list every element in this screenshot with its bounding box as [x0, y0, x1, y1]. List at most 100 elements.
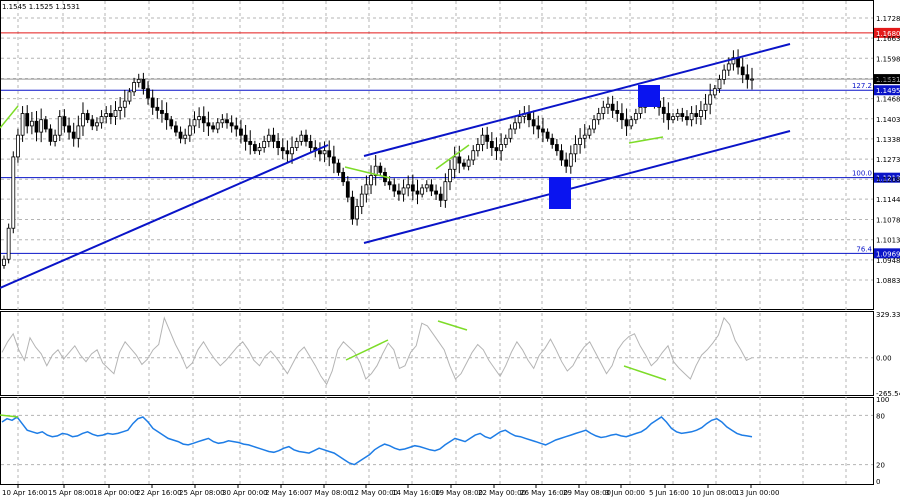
level-price-label: 1.1213 [876, 175, 900, 183]
x-axis-label: 15 Apr 08:00 [48, 489, 94, 497]
candle-body [708, 94, 713, 105]
candle-body [187, 125, 192, 136]
candle-body [322, 150, 327, 155]
ohlc-readout: 1.1545 1.1525 1.1531 [2, 3, 80, 11]
candle-body [53, 134, 58, 142]
oscillator-pane [1, 316, 753, 386]
candle-body [531, 119, 536, 127]
candle-body [271, 134, 276, 142]
candle-body [503, 137, 508, 145]
candle-body [550, 137, 555, 145]
candle-body [448, 168, 452, 183]
x-axis-label: 19 May 08:00 [435, 489, 483, 497]
candle-body [545, 131, 550, 139]
candle-body [183, 134, 188, 139]
oscillator-tick-label: 0.00 [876, 355, 892, 363]
candle-body [327, 150, 332, 158]
candle-body [336, 162, 341, 173]
candle-body [420, 187, 425, 195]
candle-body [276, 141, 281, 149]
candle-body [568, 153, 573, 167]
candle-body [132, 82, 136, 93]
candle-body [638, 106, 643, 114]
divergence-line [628, 136, 664, 144]
candle-body [136, 78, 141, 83]
x-axis-label: 2 May 16:00 [265, 489, 309, 497]
candle-body [369, 175, 373, 186]
candle-body [666, 113, 671, 121]
candle-body [67, 125, 71, 133]
candle-body [345, 181, 350, 198]
candle-body [736, 57, 740, 68]
price-tick-label: 1.1728 [876, 15, 900, 23]
x-axis-label: 26 May 16:00 [520, 489, 568, 497]
candle-body [629, 119, 634, 127]
oscillator-tick-label: -265.544 [876, 390, 900, 398]
candle-body [20, 113, 25, 136]
candle-body [373, 165, 378, 176]
candle-body [387, 181, 392, 186]
oscillator-pane-frame [0, 311, 874, 396]
candle-body [146, 88, 150, 99]
price-tick-label: 1.1273 [876, 156, 900, 164]
x-axis-label: 13 Jun 00:00 [735, 489, 779, 497]
candle-body [234, 125, 239, 130]
price-tick-label: 1.1078 [876, 217, 900, 225]
candle-body [392, 184, 397, 192]
candle-body [178, 131, 183, 139]
candle-body [592, 119, 596, 130]
divergence-line [0, 414, 19, 418]
candle-body [443, 181, 448, 201]
candle-body [206, 122, 211, 127]
rsi-tick-label: 80 [876, 412, 885, 420]
candle-body [76, 125, 81, 139]
candle-body [2, 258, 6, 266]
candle-body [113, 109, 118, 117]
candle-body [266, 134, 271, 142]
candle-body [694, 113, 699, 117]
candle-body [331, 156, 336, 164]
candle-body [43, 119, 48, 130]
candle-body [671, 116, 675, 121]
candle-body [6, 227, 11, 260]
candle-body [118, 106, 123, 111]
candle-body [39, 119, 44, 133]
candle-body [164, 113, 169, 121]
candle-body [299, 134, 304, 142]
candle-body [160, 109, 164, 114]
candle-body [712, 88, 717, 96]
trend-line [0, 144, 329, 289]
candle-body [606, 103, 610, 108]
price-tick-label: 1.0883 [876, 277, 900, 285]
candle-body [90, 119, 95, 127]
candle-body [211, 125, 215, 130]
marker-square [638, 85, 660, 107]
x-axis-label: 25 Apr 08:00 [179, 489, 225, 497]
candle-body [378, 165, 383, 173]
candle-body [703, 103, 708, 111]
divergence-line [435, 144, 470, 170]
x-axis-label: 3 Jun 00:00 [605, 489, 645, 497]
divergence-line [623, 365, 667, 381]
candle-body [429, 184, 434, 192]
candle-body [155, 106, 160, 111]
current-price-badge [874, 74, 900, 85]
candle-body [717, 78, 722, 90]
candle-body [541, 128, 545, 133]
candle-body [95, 122, 99, 127]
candle-body [675, 113, 680, 117]
candle-body [475, 144, 480, 152]
candle-body [410, 184, 415, 192]
candle-body [438, 193, 443, 201]
candle-body [141, 78, 146, 90]
candle-body [16, 134, 20, 158]
candle-body [294, 141, 299, 149]
candle-body [290, 147, 294, 155]
candle-body [34, 120, 39, 133]
fibo-level-label: 127.2 [852, 82, 872, 90]
price-tick-label: 1.1144 [876, 196, 900, 204]
candle-body [280, 147, 285, 152]
candle-body [685, 116, 689, 121]
level-price-label: 1.1680 [876, 30, 900, 38]
candle-body [527, 113, 531, 121]
